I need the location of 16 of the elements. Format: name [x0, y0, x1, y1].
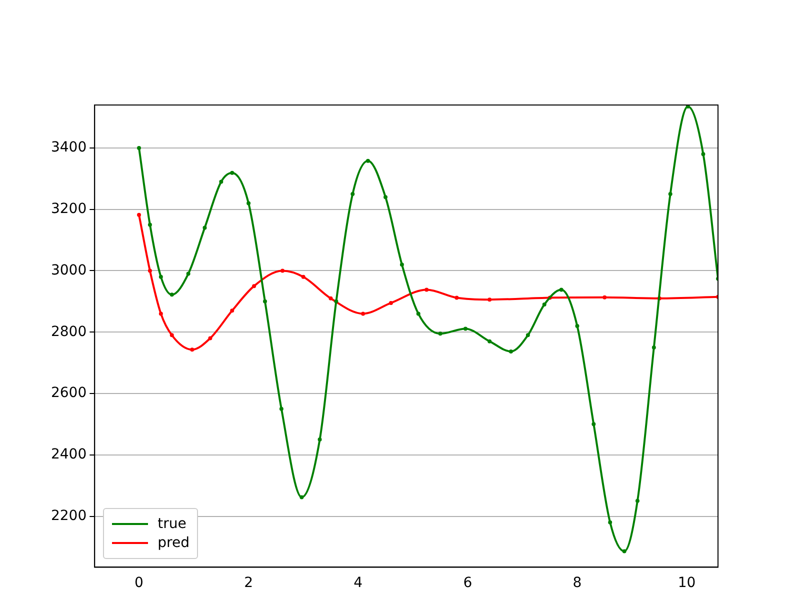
y-tick-label: 2800: [50, 324, 87, 340]
y-tick-label: 2200: [50, 508, 87, 524]
y-tick-label: 2600: [50, 385, 87, 402]
legend-label: pred: [158, 535, 190, 552]
y-tick-label: 2400: [50, 446, 87, 463]
x-tick-label: 8: [572, 575, 582, 592]
x-tick-label: 2: [244, 575, 254, 592]
x-tick-label: 4: [354, 575, 363, 592]
legend-label: true: [158, 516, 186, 532]
x-tick-label: 0: [134, 575, 144, 592]
y-tick-label: 3400: [50, 140, 87, 156]
line-series: [137, 105, 718, 554]
x-tick-label: 10: [678, 575, 696, 592]
y-tick-label: 3000: [50, 262, 87, 278]
x-tick-label: 6: [463, 575, 472, 592]
y-tick-label: 3200: [50, 200, 87, 217]
